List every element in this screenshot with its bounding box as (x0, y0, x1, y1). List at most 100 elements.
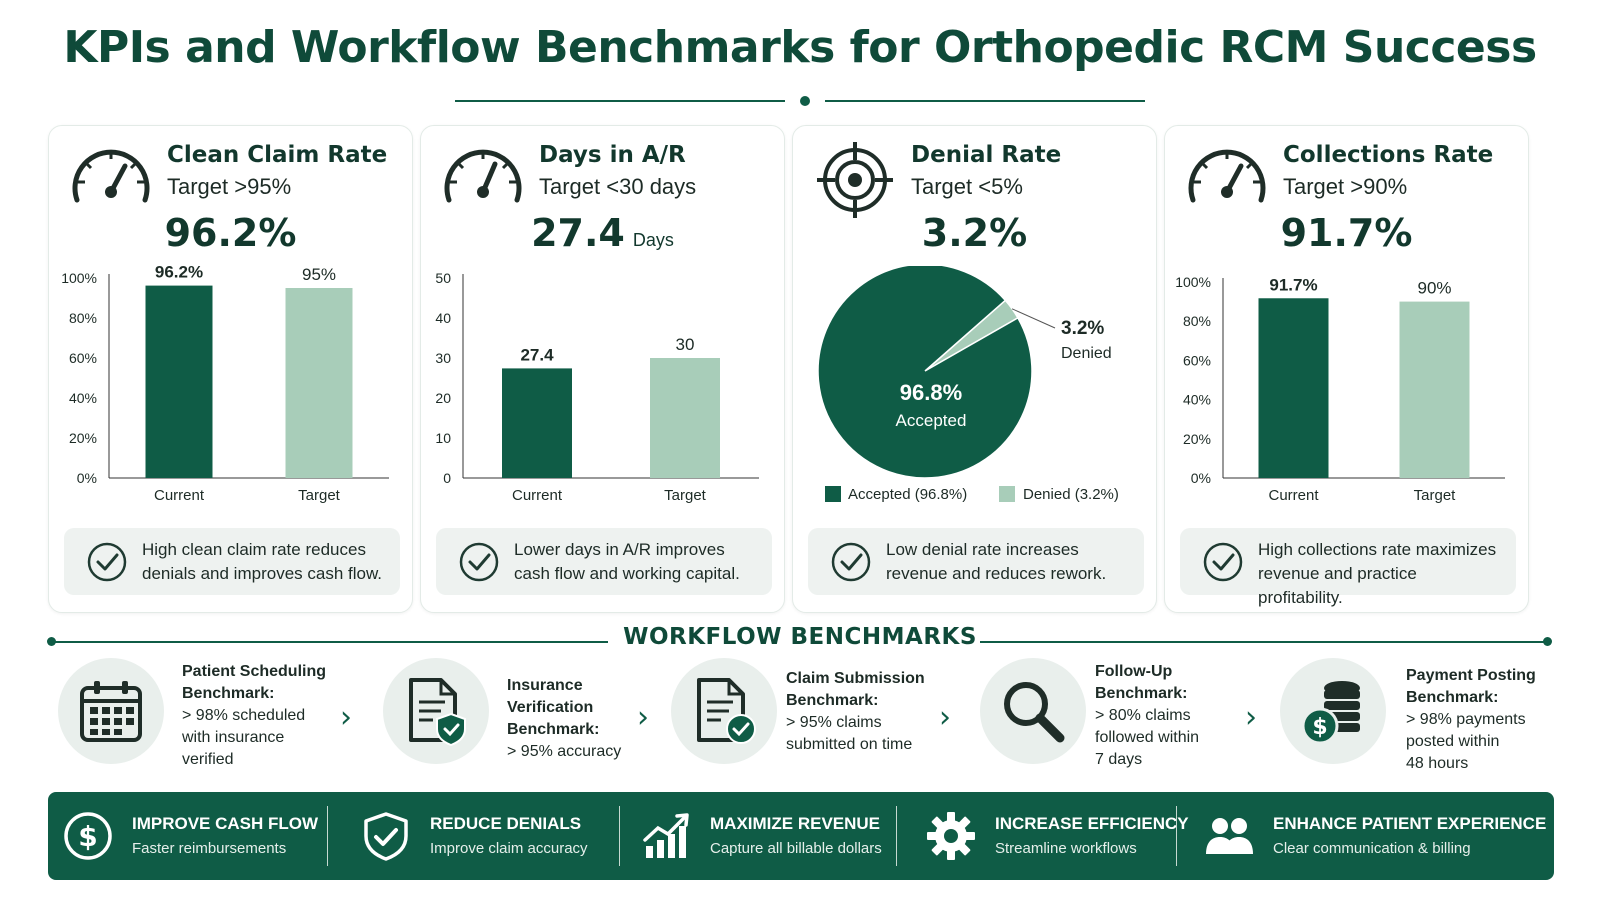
kpi-card-denial-rate: Denial Rate Target <5% 3.2% 96.8% Accepte… (792, 125, 1157, 613)
step-line: verified (182, 749, 326, 771)
dollar-circle-icon: $ (62, 810, 114, 862)
step-title: Patient Scheduling (182, 661, 326, 683)
legend-swatch-denied (999, 486, 1015, 502)
kpi-unit: Days (633, 230, 674, 250)
kpi-title: Clean Claim Rate (167, 142, 387, 168)
pie-value-label: 3.2% (1061, 318, 1104, 339)
benefits-banner: $ IMPROVE CASH FLOW Faster reimbursement… (48, 792, 1554, 880)
chevron-right-icon: › (1245, 700, 1257, 735)
workflow-step-icon-circle: $ (1280, 658, 1386, 764)
step-line: submitted on time (786, 734, 925, 756)
collections-rate-bar-chart: 0%20%40%60%80%100% 91.7%Current90%Target (1165, 266, 1530, 506)
pie-slice-accepted (818, 266, 1032, 478)
legend-swatch-accepted (825, 486, 841, 502)
title-divider-right (825, 100, 1145, 102)
benefit-title: REDUCE DENIALS (430, 814, 581, 834)
step-title: Insurance (507, 675, 621, 697)
workflow-step-icon-circle (58, 658, 164, 764)
svg-text:$: $ (1312, 715, 1327, 740)
document-shield-icon (401, 676, 471, 746)
y-tick-label: 20% (69, 430, 97, 446)
workflow-step-icon-circle (980, 658, 1086, 764)
y-tick-label: 60% (69, 350, 97, 366)
benefit-title: ENHANCE PATIENT EXPERIENCE (1273, 814, 1546, 834)
kpi-note: High clean claim rate reduces denials and… (64, 528, 400, 595)
kpi-target: Target <5% (911, 174, 1023, 200)
step-title: Verification (507, 697, 621, 719)
pie-value-label: 96.8% (900, 380, 962, 405)
benefit-subtitle: Clear communication & billing (1273, 840, 1471, 857)
step-line: > 95% claims (786, 712, 925, 734)
magnifier-icon (998, 676, 1068, 746)
kpi-target: Target >90% (1283, 174, 1407, 200)
benefit-reduce-denials: REDUCE DENIALS Improve claim accuracy (346, 792, 616, 880)
benefit-subtitle: Faster reimbursements (132, 840, 286, 857)
y-tick-label: 100% (1175, 274, 1211, 290)
kpi-card-days-in-ar: Days in A/R Target <30 days 27.4 Days 0 10… (420, 125, 785, 613)
note-line: denials and improves cash flow. (142, 562, 390, 586)
page-title: KPIs and Workflow Benchmarks for Orthope… (0, 22, 1600, 73)
benefit-title: MAXIMIZE REVENUE (710, 814, 880, 834)
y-tick-label: 20 (435, 390, 451, 406)
data-label: 90% (1417, 279, 1451, 298)
document-check-icon (689, 676, 759, 746)
speedometer-icon (441, 138, 525, 222)
kpi-title: Denial Rate (911, 142, 1061, 168)
step-line: > 98% payments (1406, 709, 1536, 731)
benefit-subtitle: Streamline workflows (995, 840, 1137, 857)
y-tick-label: 30 (435, 350, 451, 366)
note-line: High clean claim rate reduces (142, 538, 390, 562)
growth-chart-icon (640, 810, 692, 862)
chevron-right-icon: › (637, 700, 649, 735)
banner-divider (1176, 806, 1177, 866)
x-tick-label: Target (664, 487, 707, 504)
data-label: 30 (676, 335, 695, 354)
gear-icon (925, 810, 977, 862)
y-tick-label: 0 (443, 470, 451, 486)
step-line: > 98% scheduled (182, 705, 326, 727)
kpi-note: Lower days in A/R improves cash flow and … (436, 528, 772, 595)
workflow-step-payment-posting: Payment Posting Benchmark: > 98% payment… (1406, 665, 1536, 775)
check-circle-icon (830, 541, 872, 583)
bar-current (1259, 298, 1329, 478)
x-tick-label: Current (1268, 487, 1319, 504)
step-line: with insurance (182, 727, 326, 749)
workflow-step-icon-circle (383, 658, 489, 764)
kpi-value: 27.4 Days (421, 211, 784, 255)
step-title: Follow-Up (1095, 661, 1199, 683)
note-line: cash flow and working capital. (514, 562, 762, 586)
data-label: 91.7% (1269, 275, 1317, 294)
y-tick-label: 100% (61, 270, 97, 286)
step-benchmark-label: Benchmark: (1095, 683, 1199, 705)
calendar-icon (76, 676, 146, 746)
x-tick-label: Current (154, 487, 205, 504)
workflow-rule-right (980, 641, 1547, 643)
kpi-card-clean-claim-rate: Clean Claim Rate Target >95% 96.2% 0% 20%… (48, 125, 413, 613)
title-divider-dot (800, 96, 810, 106)
workflow-rule-dot-right (1543, 637, 1552, 646)
pie-slice-label: Denied (1061, 345, 1112, 362)
y-tick-label: 80% (1183, 313, 1211, 329)
y-tick-label: 40% (69, 390, 97, 406)
target-icon (813, 138, 897, 222)
x-tick-label: Target (1414, 487, 1457, 504)
chevron-right-icon: › (340, 700, 352, 735)
benefit-title: INCREASE EFFICIENCY (995, 814, 1189, 834)
note-line: Low denial rate increases (886, 538, 1134, 562)
speedometer-icon (69, 138, 153, 222)
bar-target (1400, 302, 1470, 478)
workflow-step-patient-scheduling: Patient Scheduling Benchmark: > 98% sche… (182, 661, 326, 771)
data-label: 27.4 (520, 345, 554, 364)
workflow-step-icon-circle (671, 658, 777, 764)
note-line: revenue and reduces rework. (886, 562, 1134, 586)
step-line: 7 days (1095, 749, 1199, 771)
y-tick-label: 20% (1183, 431, 1211, 447)
check-circle-icon (86, 541, 128, 583)
y-tick-label: 80% (69, 310, 97, 326)
y-tick-label: 60% (1183, 352, 1211, 368)
kpi-note: High collections rate maximizes revenue a… (1180, 528, 1516, 595)
bar-target (650, 358, 720, 478)
step-benchmark-label: Benchmark: (182, 683, 326, 705)
benefit-title: IMPROVE CASH FLOW (132, 814, 318, 834)
shield-check-icon (360, 810, 412, 862)
